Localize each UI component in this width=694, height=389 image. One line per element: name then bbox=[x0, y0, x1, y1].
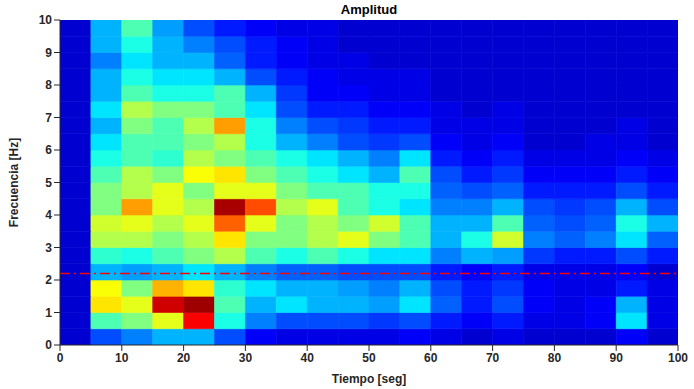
svg-text:6: 6 bbox=[45, 143, 52, 157]
html-text:Amplitud: Amplitud bbox=[340, 2, 398, 17]
svg-text:Frecuencia [Hz]: Frecuencia [Hz] bbox=[7, 138, 21, 227]
svg-text:0: 0 bbox=[57, 351, 64, 365]
svg-text:80: 80 bbox=[548, 351, 562, 365]
svg-text:70: 70 bbox=[486, 351, 500, 365]
svg-text:90: 90 bbox=[610, 351, 624, 365]
svg-text:10: 10 bbox=[115, 351, 129, 365]
svg-text:60: 60 bbox=[424, 351, 438, 365]
svg-text:7: 7 bbox=[45, 111, 52, 125]
svg-text:40: 40 bbox=[301, 351, 315, 365]
svg-text:Tiempo [seg]: Tiempo [seg] bbox=[332, 372, 406, 386]
svg-text:2: 2 bbox=[45, 273, 52, 287]
svg-text:3: 3 bbox=[45, 241, 52, 255]
svg-text:9: 9 bbox=[45, 46, 52, 60]
svg-text:50: 50 bbox=[362, 351, 376, 365]
svg-text:4: 4 bbox=[45, 208, 52, 222]
svg-text:8: 8 bbox=[45, 78, 52, 92]
svg-text:1: 1 bbox=[45, 306, 52, 320]
svg-text:20: 20 bbox=[177, 351, 191, 365]
svg-text:10: 10 bbox=[39, 13, 53, 27]
svg-text:30: 30 bbox=[239, 351, 253, 365]
svg-text:0: 0 bbox=[45, 338, 52, 352]
svg-text:100: 100 bbox=[668, 351, 688, 365]
svg-text:5: 5 bbox=[45, 176, 52, 190]
